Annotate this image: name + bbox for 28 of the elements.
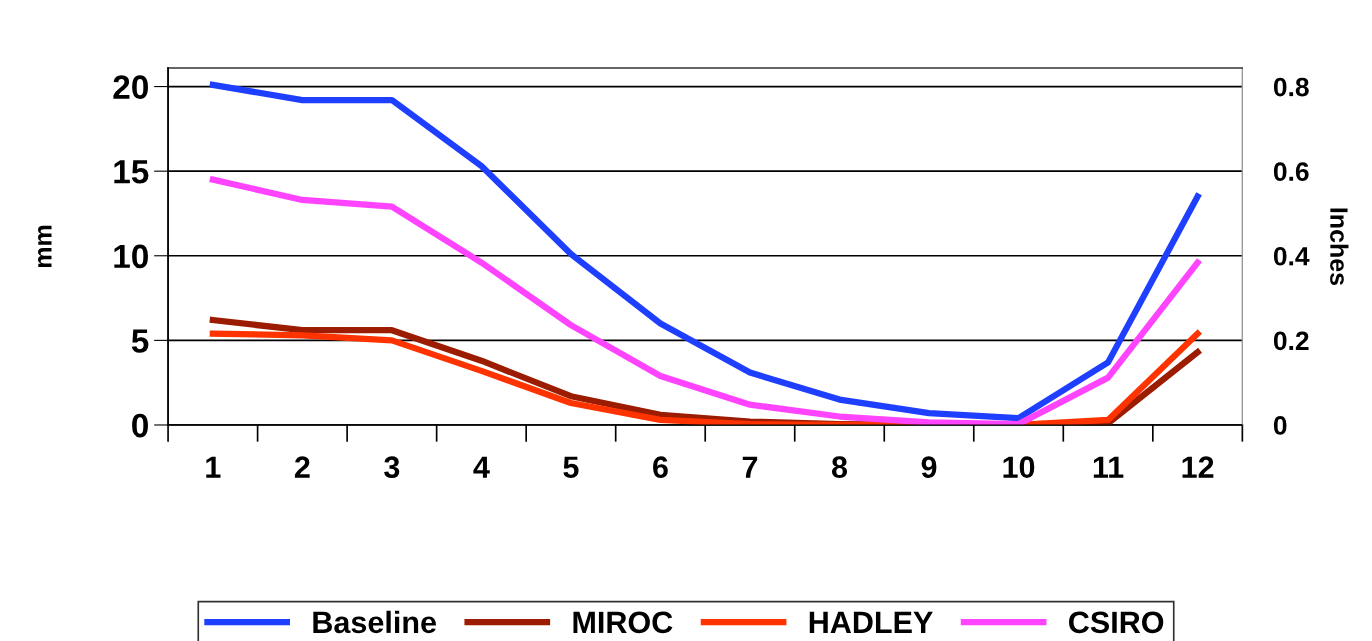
x-tick-label: 9 <box>921 456 937 478</box>
y-tick-label: 15 <box>114 160 149 184</box>
y2-tick-label: 0.2 <box>1273 331 1309 351</box>
legend-label: Baseline <box>313 610 436 634</box>
legend-label: HADLEY <box>809 611 933 633</box>
x-tick-label: 11 <box>1093 456 1124 478</box>
y-tick-label: 20 <box>113 75 148 99</box>
y2-tick-label: 0.4 <box>1273 246 1310 266</box>
y-axis-title: mm <box>38 225 52 268</box>
x-tick-label: 8 <box>831 456 848 478</box>
x-tick-label: 6 <box>653 456 668 478</box>
x-tick-label: 2 <box>294 456 310 478</box>
x-tick-label: 1 <box>206 456 221 478</box>
y-tick-label: 0 <box>132 413 148 438</box>
x-tick-label: 7 <box>742 456 758 478</box>
y-tick-label: 5 <box>131 329 149 353</box>
x-tick-label: 5 <box>563 456 579 478</box>
legend-label: CSIRO <box>1069 611 1164 634</box>
y2-tick-label: 0.6 <box>1273 162 1309 181</box>
y2-tick-label: 0 <box>1273 416 1287 435</box>
x-tick-label: 12 <box>1182 456 1214 478</box>
y2-axis-title: Inches <box>1330 208 1349 286</box>
y2-tick-label: 0.8 <box>1273 77 1309 97</box>
x-tick-label: 3 <box>384 456 400 479</box>
y-tick-label: 10 <box>114 244 148 269</box>
x-tick-label: 10 <box>1003 456 1035 478</box>
legend-label: MIROC <box>573 611 673 634</box>
x-tick-label: 4 <box>473 456 490 478</box>
